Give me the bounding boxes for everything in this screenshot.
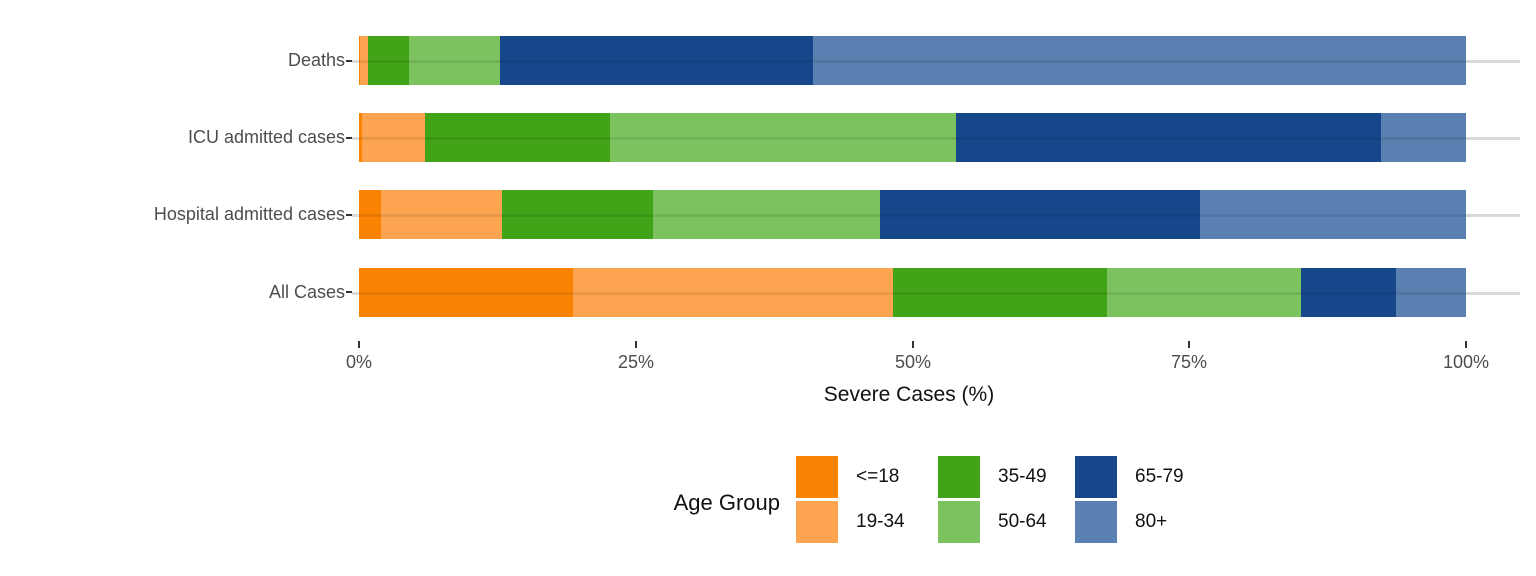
legend-label-80+: 80+ [1135, 511, 1168, 532]
y-axis-label-hospital: Hospital admitted cases [153, 204, 345, 224]
bar-row-hospital-admitted-cases [359, 190, 1466, 239]
y-axis-tick [346, 214, 352, 216]
bar-segment-deaths-50-64 [408, 36, 500, 85]
bar-segment-icu-admitted-cases-65-79 [955, 113, 1381, 162]
bar-row-all-cases [359, 268, 1466, 317]
legend-swatch-50-64 [938, 501, 980, 543]
bar-segment-all-cases--18 [359, 268, 573, 317]
x-axis-tick [358, 341, 360, 348]
legend-swatch-19-34 [796, 501, 838, 543]
legend-label-35-49: 35-49 [998, 466, 1047, 487]
x-axis-tick [1465, 341, 1467, 348]
bar-segment-hospital-admitted-cases--18 [359, 190, 382, 239]
x-axis-tick-label: 0% [345, 352, 372, 372]
x-axis-tick-label: 25% [617, 352, 655, 372]
x-axis-tick [1188, 341, 1190, 348]
y-axis-label-deaths: Deaths [287, 50, 345, 70]
y-axis-tick [346, 137, 352, 139]
y-axis-label-allcases: All Cases [268, 282, 345, 302]
bar-segment-hospital-admitted-cases-35-49 [501, 190, 654, 239]
bar-segment-icu-admitted-cases--18 [359, 113, 363, 162]
gridline-overlay-deaths [359, 59, 1466, 63]
x-axis-tick [635, 341, 637, 348]
gridline-overlay-hospital-admitted-cases [359, 213, 1466, 217]
bar-segment-icu-admitted-cases-50-64 [610, 113, 956, 162]
bar-segment-all-cases-65-79 [1301, 268, 1397, 317]
legend-label--18: <=18 [856, 466, 900, 487]
x-axis-tick-label: 100% [1442, 352, 1490, 372]
legend-title: Age Group [673, 490, 780, 515]
bar-segment-all-cases-50-64 [1107, 268, 1302, 317]
bar-segment-all-cases-35-49 [892, 268, 1108, 317]
x-axis-tick-label: 50% [894, 352, 932, 372]
bar-segment-hospital-admitted-cases-19-34 [381, 190, 502, 239]
legend-swatch--18 [796, 456, 838, 498]
x-axis-tick [912, 341, 914, 348]
legend-swatch-35-49 [938, 456, 980, 498]
gridline-overlay-icu-admitted-cases [359, 136, 1466, 140]
x-axis-title: Severe Cases (%) [823, 383, 995, 406]
bar-segment-hospital-admitted-cases-65-79 [880, 190, 1201, 239]
bar-segment-icu-admitted-cases-80+ [1380, 113, 1466, 162]
bar-row-icu-admitted-cases [359, 113, 1466, 162]
bar-segment-deaths-19-34 [360, 36, 368, 85]
y-axis-tick [346, 60, 352, 62]
bar-segment-icu-admitted-cases-19-34 [362, 113, 426, 162]
legend-label-19-34: 19-34 [856, 511, 905, 532]
bar-segment-icu-admitted-cases-35-49 [425, 113, 611, 162]
bar-segment-deaths-65-79 [499, 36, 813, 85]
bar-segment-hospital-admitted-cases-50-64 [653, 190, 881, 239]
y-axis-label-icu: ICU admitted cases [187, 127, 345, 147]
bar-segment-deaths-80+ [812, 36, 1466, 85]
legend-swatch-80+ [1075, 501, 1117, 543]
legend-label-65-79: 65-79 [1135, 466, 1184, 487]
gridline-overlay-all-cases [359, 291, 1466, 295]
bar-segment-hospital-admitted-cases-80+ [1200, 190, 1466, 239]
bar-row-deaths [359, 36, 1466, 85]
x-axis-tick-label: 75% [1170, 352, 1208, 372]
bar-segment-all-cases-80+ [1396, 268, 1466, 317]
bar-segment-deaths--18 [359, 36, 361, 85]
bar-segment-all-cases-19-34 [572, 268, 893, 317]
plot-panel [352, 36, 1520, 317]
y-axis-tick [346, 291, 352, 293]
bar-segment-deaths-35-49 [367, 36, 409, 85]
legend-swatch-65-79 [1075, 456, 1117, 498]
legend-label-50-64: 50-64 [998, 511, 1047, 532]
